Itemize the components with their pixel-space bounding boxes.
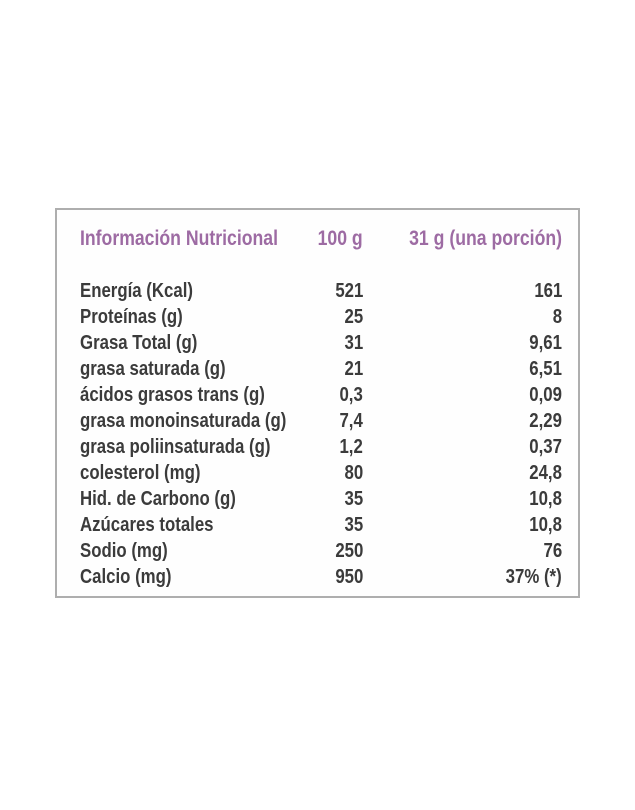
nutrient-value-per-100g: 521 xyxy=(334,280,363,302)
nutrient-rows: Energía (Kcal) 521 161 Proteínas (g) 25 … xyxy=(80,278,562,590)
nutrition-table: Información Nutricional 100 g 31 g (una … xyxy=(80,226,562,590)
column-header-per-portion: 31 g (una porción) xyxy=(409,227,562,250)
nutrient-value-per-100g: 250 xyxy=(334,540,363,562)
nutrient-row: Calcio (mg) 950 37% (*) xyxy=(80,564,562,590)
nutrient-row: ácidos grasos trans (g) 0,3 0,09 xyxy=(80,382,562,408)
nutrition-header-row: Información Nutricional 100 g 31 g (una … xyxy=(80,226,562,278)
nutrient-label: Azúcares totales xyxy=(80,514,214,536)
nutrient-row: Sodio (mg) 250 76 xyxy=(80,538,562,564)
nutrient-label: Proteínas (g) xyxy=(80,306,183,328)
nutrient-row: Grasa Total (g) 31 9,61 xyxy=(80,330,562,356)
nutrient-row: grasa monoinsaturada (g) 7,4 2,29 xyxy=(80,408,562,434)
nutrient-value-per-portion: 2,29 xyxy=(529,410,562,432)
nutrient-value-per-portion: 9,61 xyxy=(529,332,562,354)
nutrient-value-per-100g: 1,2 xyxy=(339,436,363,458)
nutrient-value-per-100g: 35 xyxy=(344,488,363,510)
nutrient-value-per-100g: 31 xyxy=(344,332,363,354)
nutrient-value-per-portion: 10,8 xyxy=(529,488,562,510)
nutrient-value-per-100g: 25 xyxy=(344,306,363,328)
nutrient-value-per-portion: 37% (*) xyxy=(505,566,562,588)
nutrient-label: Grasa Total (g) xyxy=(80,332,198,354)
nutrient-value-per-100g: 7,4 xyxy=(339,410,363,432)
nutrient-row: Energía (Kcal) 521 161 xyxy=(80,278,562,304)
nutrient-label: Sodio (mg) xyxy=(80,540,168,562)
nutrient-row: colesterol (mg) 80 24,8 xyxy=(80,460,562,486)
nutrient-row: Azúcares totales 35 10,8 xyxy=(80,512,562,538)
nutrition-table-title: Información Nutricional xyxy=(80,227,278,250)
nutrient-label: grasa saturada (g) xyxy=(80,358,226,380)
nutrient-label: grasa monoinsaturada (g) xyxy=(80,410,287,432)
column-header-per-100g: 100 g xyxy=(317,227,363,250)
nutrient-value-per-100g: 0,3 xyxy=(339,384,363,406)
nutrient-value-per-portion: 8 xyxy=(552,306,562,328)
nutrient-value-per-100g: 950 xyxy=(334,566,363,588)
nutrient-row: Proteínas (g) 25 8 xyxy=(80,304,562,330)
nutrient-label: grasa poliinsaturada (g) xyxy=(80,436,271,458)
nutrient-label: Hid. de Carbono (g) xyxy=(80,488,236,510)
nutrient-label: Energía (Kcal) xyxy=(80,280,193,302)
nutrient-value-per-portion: 0,09 xyxy=(529,384,562,406)
nutrient-value-per-portion: 24,8 xyxy=(529,462,562,484)
nutrient-value-per-100g: 35 xyxy=(344,514,363,536)
nutrient-label: colesterol (mg) xyxy=(80,462,201,484)
nutrient-value-per-100g: 80 xyxy=(344,462,363,484)
nutrient-value-per-100g: 21 xyxy=(344,358,363,380)
nutrient-label: ácidos grasos trans (g) xyxy=(80,384,265,406)
nutrient-row: Hid. de Carbono (g) 35 10,8 xyxy=(80,486,562,512)
nutrient-value-per-portion: 161 xyxy=(533,280,562,302)
nutrient-value-per-portion: 76 xyxy=(543,540,562,562)
nutrient-row: grasa poliinsaturada (g) 1,2 0,37 xyxy=(80,434,562,460)
nutrient-value-per-portion: 6,51 xyxy=(529,358,562,380)
nutrient-value-per-portion: 0,37 xyxy=(529,436,562,458)
nutrition-facts-panel: Información Nutricional 100 g 31 g (una … xyxy=(55,208,580,598)
nutrient-value-per-portion: 10,8 xyxy=(529,514,562,536)
nutrient-label: Calcio (mg) xyxy=(80,566,172,588)
nutrient-row: grasa saturada (g) 21 6,51 xyxy=(80,356,562,382)
